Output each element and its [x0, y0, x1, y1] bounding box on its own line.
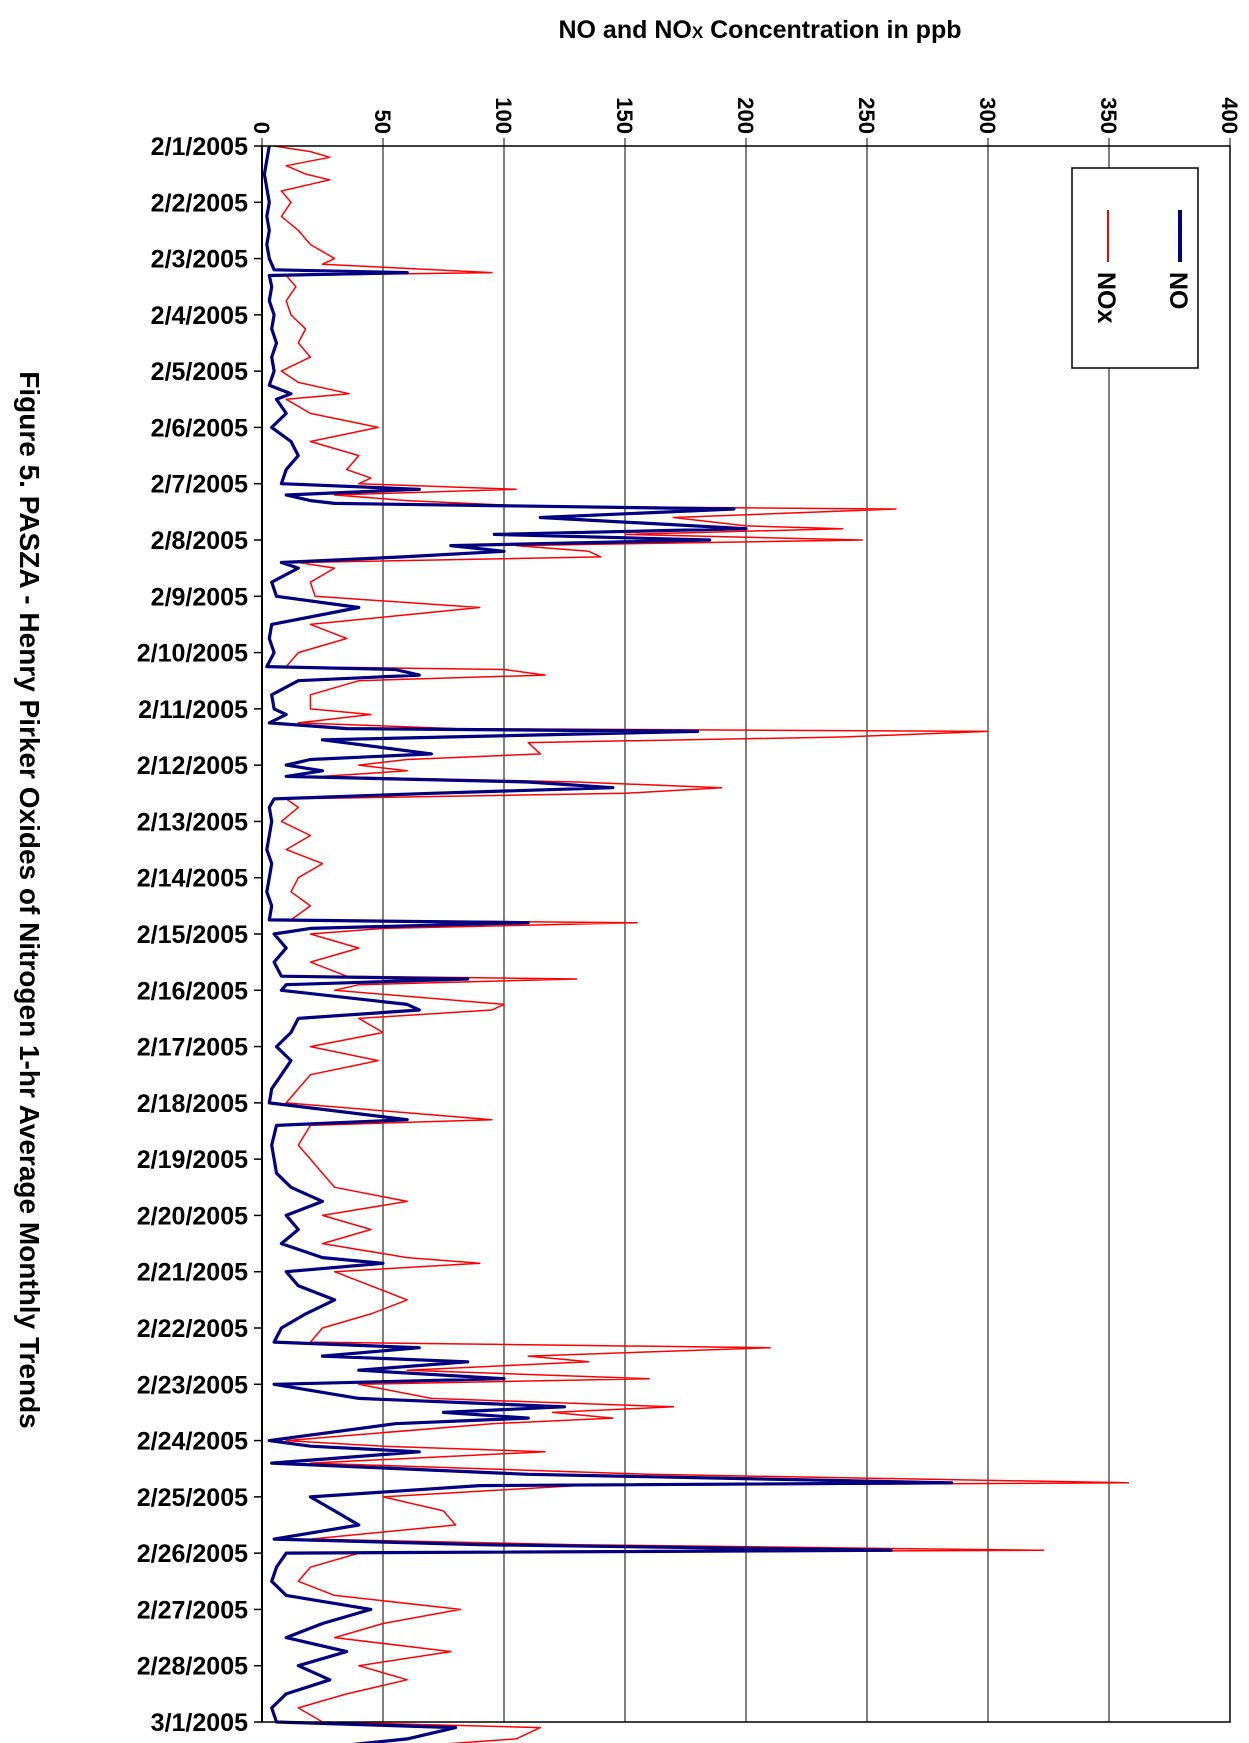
date-tick-label: 2/10/2005 — [137, 640, 248, 668]
date-tick-label: 2/23/2005 — [137, 1371, 248, 1399]
date-tick-label: 2/8/2005 — [151, 527, 248, 555]
value-tick-label-250: 250 — [854, 97, 879, 134]
legend: NO NOx — [1071, 167, 1199, 369]
y-axis-title-part-1: NO and NO — [558, 16, 691, 44]
date-tick-label: 2/25/2005 — [137, 1484, 248, 1512]
value-tick-label-350: 350 — [1096, 97, 1121, 134]
date-tick-label: 2/28/2005 — [137, 1653, 248, 1681]
date-tick-label: 2/27/2005 — [137, 1596, 248, 1624]
series-layer — [262, 145, 1130, 1743]
date-tick-label: 2/19/2005 — [137, 1146, 248, 1174]
date-tick-label: 2/12/2005 — [137, 752, 248, 780]
date-tick-label: 2/9/2005 — [151, 583, 248, 611]
date-tick-label: 2/4/2005 — [151, 302, 248, 330]
date-tick-label: 2/7/2005 — [151, 471, 248, 499]
date-tick-label: 2/1/2005 — [151, 133, 248, 161]
y-axis-title-subscript: X — [692, 23, 704, 42]
date-tick-label: 2/15/2005 — [137, 921, 248, 949]
date-tick-label: 2/16/2005 — [137, 977, 248, 1005]
date-tick-label: 2/18/2005 — [137, 1090, 248, 1118]
date-tick-label: 2/24/2005 — [137, 1428, 248, 1456]
series-line-nox — [273, 145, 1130, 1743]
date-tick-label: 2/13/2005 — [137, 808, 248, 836]
legend-label-nox: NOx — [1092, 272, 1120, 324]
y-tick-labels: 0 50 100 150 200 250 300 350 400 — [249, 97, 1242, 134]
value-tick-label-300: 300 — [975, 97, 1000, 134]
y-axis-title-part-2: Concentration in ppb — [703, 16, 961, 44]
date-tick-label: 2/3/2005 — [151, 246, 248, 274]
x-tick-labels: 2/1/2005 2/2/2005 2/3/2005 2/4/2005 2/5/2005… — [137, 133, 248, 1737]
value-tick-label-200: 200 — [733, 97, 758, 134]
value-tick-label-50: 50 — [370, 110, 395, 134]
date-tick-label: 2/14/2005 — [137, 865, 248, 893]
plot-area: 0 50 100 150 200 250 300 350 400 2/1/2005 2/2/200… — [137, 97, 1242, 1743]
date-tick-label: 2/6/2005 — [151, 414, 248, 442]
legend-box — [1071, 167, 1199, 369]
value-tick-label-150: 150 — [612, 97, 637, 134]
date-tick-label: 2/5/2005 — [151, 358, 248, 386]
value-tick-label-0: 0 — [249, 122, 274, 134]
value-tick-label-400: 400 — [1217, 97, 1242, 134]
date-tick-label: 3/1/2005 — [151, 1709, 248, 1737]
series-line-no — [262, 145, 954, 1743]
date-tick-label: 2/26/2005 — [137, 1540, 248, 1568]
y-axis-title: NO and NOX Concentration in ppb — [558, 16, 961, 44]
date-tick-label: 2/17/2005 — [137, 1034, 248, 1062]
figure-caption: Figure 5. PASZA - Henry Pirker Oxides of… — [14, 371, 45, 1428]
plot-frame — [261, 145, 1231, 1723]
value-tick-label-100: 100 — [491, 97, 516, 134]
date-tick-label: 2/2/2005 — [151, 189, 248, 217]
date-tick-label: 2/21/2005 — [137, 1259, 248, 1287]
legend-label-no: NO — [1164, 272, 1192, 310]
date-tick-label: 2/22/2005 — [137, 1315, 248, 1343]
date-tick-label: 2/11/2005 — [138, 696, 248, 724]
date-tick-label: 2/20/2005 — [137, 1202, 248, 1230]
